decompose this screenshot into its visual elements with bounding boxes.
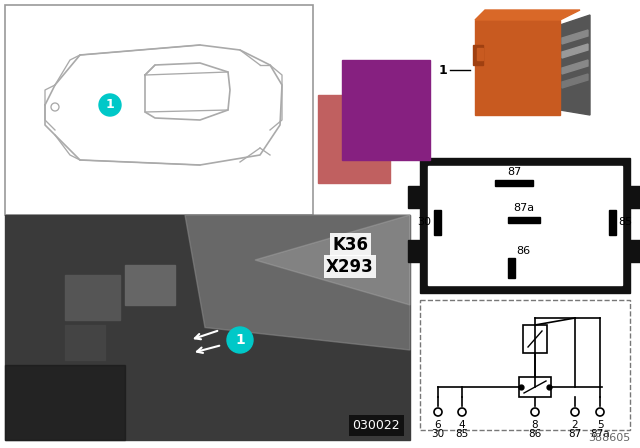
Polygon shape bbox=[475, 10, 580, 20]
Bar bbox=[434, 210, 441, 235]
Bar bbox=[495, 180, 533, 186]
Text: 30: 30 bbox=[431, 429, 445, 439]
Text: 030022: 030022 bbox=[353, 419, 400, 432]
Bar bbox=[523, 325, 547, 353]
Bar bbox=[420, 158, 630, 293]
Bar bbox=[125, 265, 175, 305]
Text: 1: 1 bbox=[438, 64, 447, 77]
Text: 85: 85 bbox=[618, 217, 632, 227]
Bar bbox=[508, 217, 540, 223]
Polygon shape bbox=[185, 215, 410, 350]
Bar bbox=[5, 5, 313, 215]
Bar bbox=[428, 166, 622, 285]
Circle shape bbox=[434, 408, 442, 416]
Polygon shape bbox=[560, 15, 590, 115]
Circle shape bbox=[458, 408, 466, 416]
Circle shape bbox=[99, 94, 121, 116]
Bar bbox=[477, 48, 483, 60]
Circle shape bbox=[227, 327, 253, 353]
Bar bbox=[65, 275, 120, 320]
Text: 4: 4 bbox=[459, 420, 465, 430]
Bar bbox=[342, 60, 430, 160]
Bar bbox=[609, 210, 616, 235]
Text: 2: 2 bbox=[572, 420, 579, 430]
Bar bbox=[475, 20, 560, 115]
Polygon shape bbox=[473, 45, 483, 65]
Bar bbox=[628, 240, 640, 262]
Bar bbox=[408, 186, 422, 208]
Text: 86: 86 bbox=[516, 246, 530, 256]
Bar bbox=[519, 377, 551, 397]
Text: 85: 85 bbox=[456, 429, 468, 439]
Polygon shape bbox=[562, 44, 588, 58]
Bar bbox=[508, 258, 515, 278]
Circle shape bbox=[51, 103, 59, 111]
Bar bbox=[628, 186, 640, 208]
Text: 6: 6 bbox=[435, 420, 442, 430]
Polygon shape bbox=[255, 215, 410, 305]
Bar bbox=[408, 240, 422, 262]
Text: 8: 8 bbox=[532, 420, 538, 430]
Text: 30: 30 bbox=[417, 217, 431, 227]
Text: K36: K36 bbox=[332, 236, 368, 254]
Bar bbox=[5, 215, 410, 440]
Polygon shape bbox=[562, 30, 588, 44]
Text: 1: 1 bbox=[235, 333, 245, 347]
Text: 388605: 388605 bbox=[588, 433, 630, 443]
Text: 1: 1 bbox=[106, 99, 115, 112]
Circle shape bbox=[531, 408, 539, 416]
Text: 5: 5 bbox=[596, 420, 604, 430]
Text: 87: 87 bbox=[568, 429, 582, 439]
Polygon shape bbox=[562, 60, 588, 74]
Bar bbox=[65, 325, 105, 360]
Circle shape bbox=[571, 408, 579, 416]
Circle shape bbox=[596, 408, 604, 416]
Text: 87a: 87a bbox=[590, 429, 610, 439]
Text: 86: 86 bbox=[529, 429, 541, 439]
Bar bbox=[318, 95, 390, 183]
Text: 87: 87 bbox=[507, 167, 521, 177]
Bar bbox=[420, 300, 630, 430]
Polygon shape bbox=[562, 74, 588, 88]
Bar bbox=[5, 365, 125, 440]
Text: X293: X293 bbox=[326, 258, 374, 276]
Text: 87a: 87a bbox=[513, 203, 534, 213]
